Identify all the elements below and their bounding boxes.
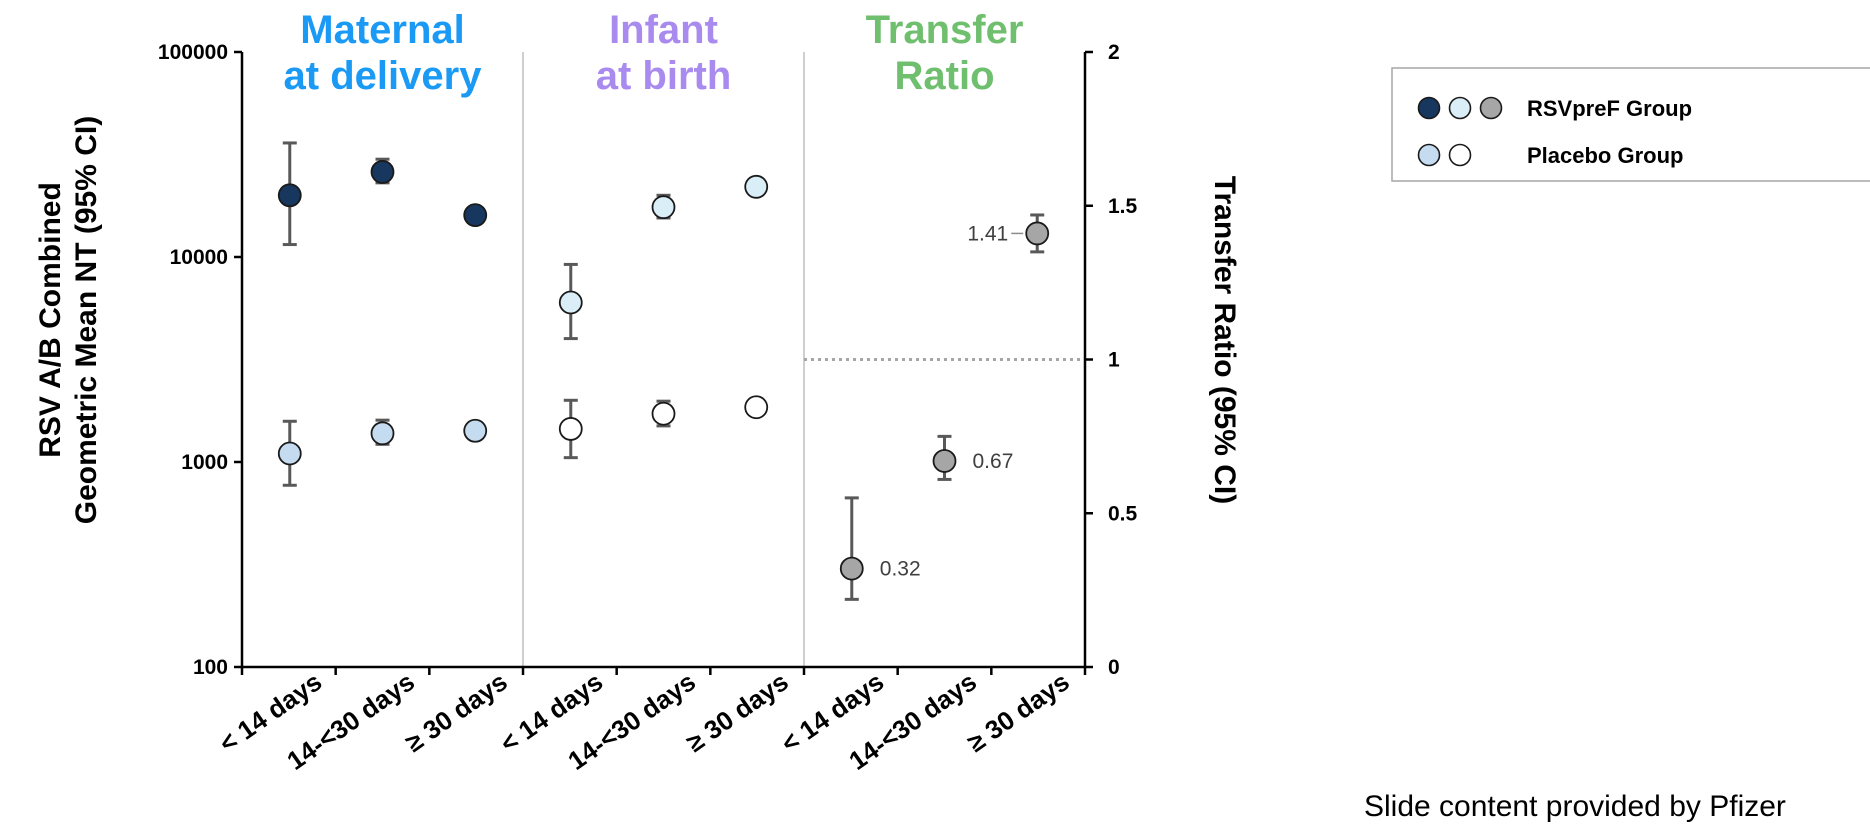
right-axis: 0 0.5 1 1.5 2 Transfer Ratio (95% CI)	[1083, 41, 1241, 679]
left-tick-label: 100000	[158, 41, 228, 64]
panel-title-line: at delivery	[284, 54, 483, 98]
right-tick-label: 0.5	[1108, 502, 1138, 525]
data-points	[277, 160, 1050, 581]
panel-title-line: Ratio	[895, 54, 995, 98]
legend-marker	[1417, 143, 1441, 167]
legend-marker	[1479, 96, 1503, 120]
data-point	[744, 395, 769, 420]
right-tick-label: 1	[1108, 349, 1120, 372]
data-point	[463, 418, 488, 443]
data-point	[744, 174, 769, 199]
category-label: ≥ 30 days	[962, 666, 1075, 758]
data-labels: 0.32 0.67 1.41	[880, 222, 1024, 581]
data-point	[277, 183, 302, 208]
data-point	[651, 401, 676, 426]
legend-marker	[1448, 96, 1472, 120]
panel-titles: Maternal at delivery Infant at birth Transfe…	[284, 8, 1024, 98]
left-axis-title-line: RSV A/B Combined	[34, 182, 67, 458]
left-tick-label: 100	[193, 656, 228, 679]
panel-title-line: at birth	[596, 54, 732, 98]
left-tick-label: 1000	[181, 451, 228, 474]
right-tick-label: 2	[1108, 41, 1120, 64]
data-label: 0.32	[880, 558, 921, 581]
data-point	[370, 160, 395, 184]
data-point	[558, 417, 583, 441]
panel-title-line: Infant	[609, 8, 718, 52]
data-point	[463, 203, 488, 228]
panel-dividers	[522, 52, 805, 667]
left-tick-label: 10000	[170, 246, 228, 269]
legend: RSVpreF Group Placebo Group	[1391, 67, 1870, 182]
right-tick-label: 1.5	[1108, 195, 1138, 218]
right-axis-title: Transfer Ratio (95% CI)	[1208, 176, 1241, 504]
data-point	[1025, 221, 1050, 246]
data-point	[651, 195, 676, 220]
data-point	[277, 441, 302, 466]
panel-title: Transfer Ratio	[866, 8, 1024, 98]
legend-label: Placebo Group	[1527, 143, 1683, 168]
panel-title-line: Transfer	[866, 8, 1024, 52]
panel-title-line: Maternal	[300, 8, 465, 52]
left-axis-title: RSV A/B Combined Geometric Mean NT (95% C…	[34, 116, 103, 524]
footer-note: Slide content provided by Pfizer	[1364, 790, 1786, 823]
legend-label: RSVpreF Group	[1527, 96, 1692, 121]
data-point	[932, 449, 957, 473]
legend-box	[1391, 67, 1870, 182]
left-axis: 100 1000 10000 100000 RSV A/B Combined Geomet…	[34, 41, 244, 679]
data-point	[558, 290, 583, 315]
data-label: 0.67	[973, 450, 1014, 473]
panel-title: Infant at birth	[596, 8, 732, 98]
left-axis-title-line: Geometric Mean NT (95% CI)	[70, 116, 103, 524]
data-point	[370, 421, 395, 446]
legend-marker	[1448, 143, 1472, 167]
legend-marker	[1417, 96, 1441, 120]
right-tick-label: 0	[1108, 656, 1120, 679]
panel-title: Maternal at delivery	[284, 8, 483, 98]
data-label: 1.41	[967, 222, 1008, 245]
category-label: ≥ 30 days	[681, 666, 794, 758]
data-point	[839, 556, 864, 581]
category-label: ≥ 30 days	[400, 666, 513, 758]
